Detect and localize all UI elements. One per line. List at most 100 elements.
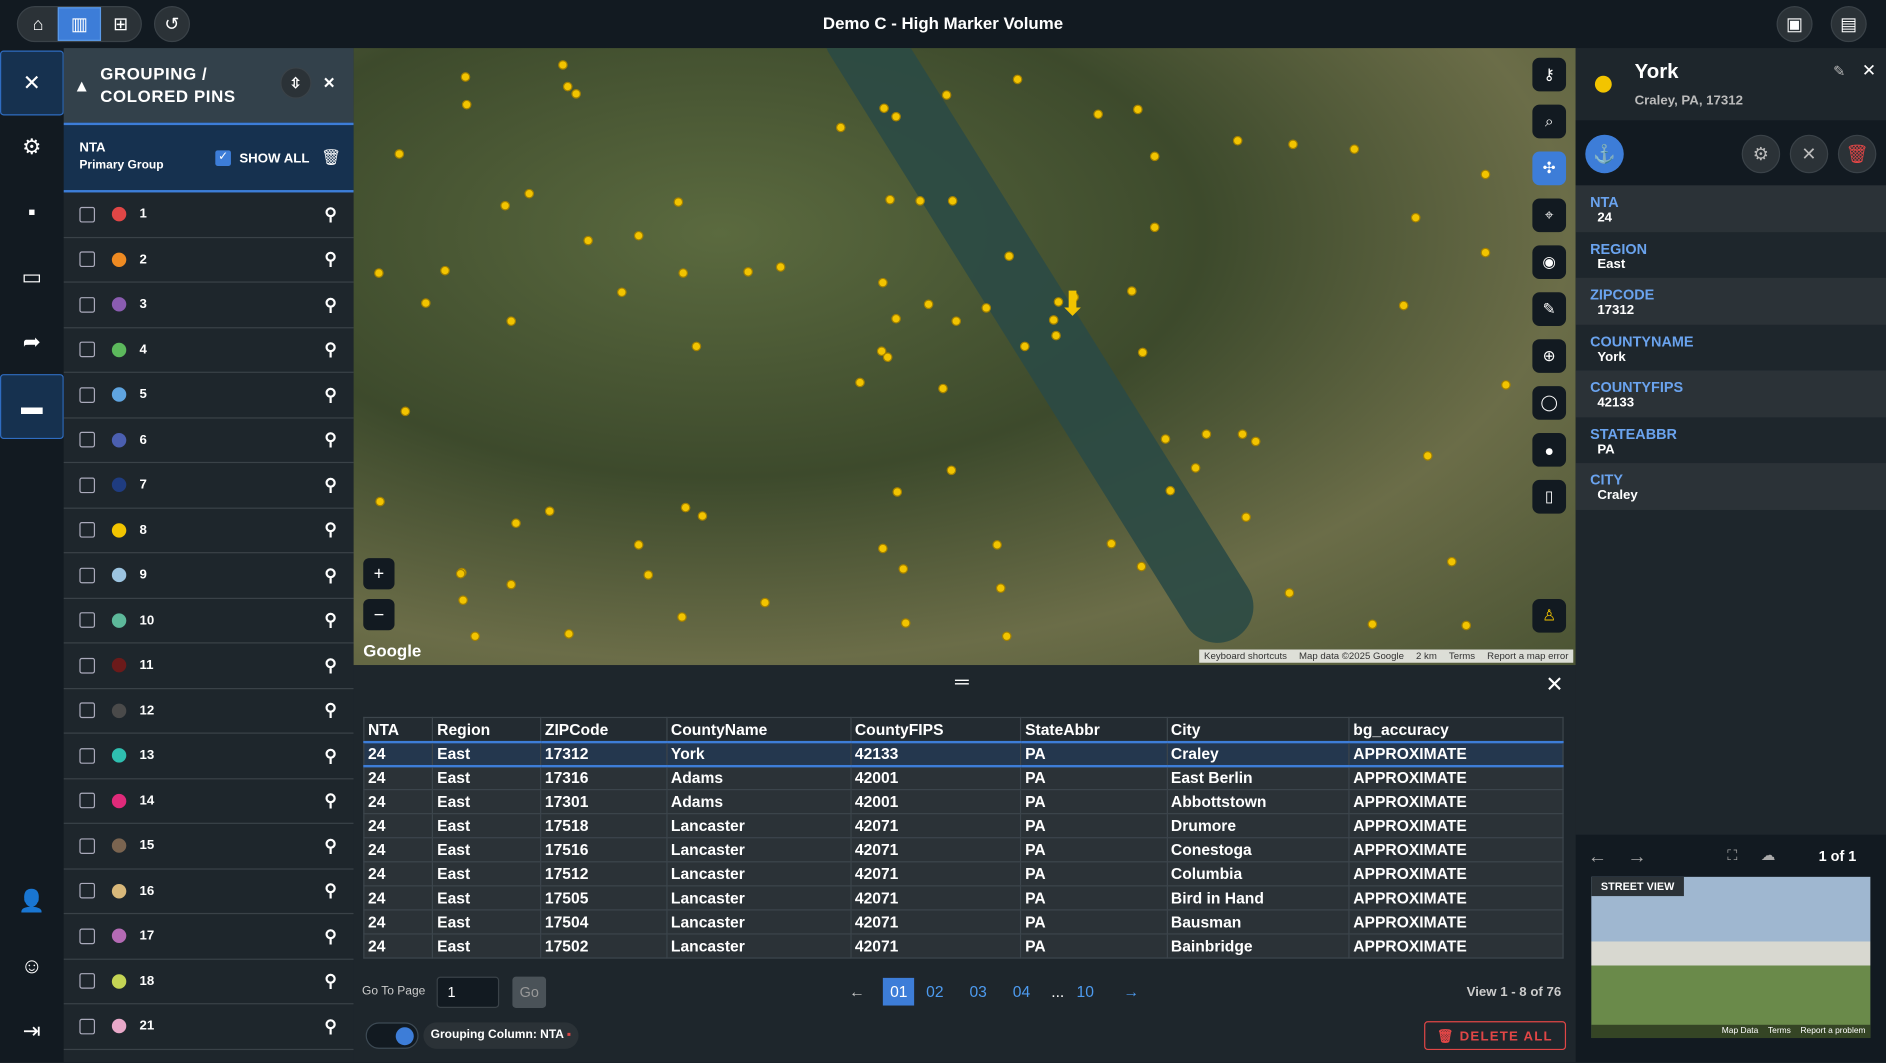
close-icon[interactable]: × [323,73,336,94]
map-marker[interactable] [1237,429,1248,440]
map-marker[interactable] [995,583,1006,593]
ruler-icon[interactable]: ✎ [1532,292,1567,326]
column-header[interactable]: Region [432,716,542,743]
map-marker[interactable] [915,196,925,206]
page-02[interactable]: 02 [926,982,944,1001]
table-row[interactable]: 24 East 17312 York 42133 PA Craley APPROXIMATE [363,740,1564,767]
map-marker[interactable] [643,570,654,580]
zoom-in-button[interactable]: + [363,558,395,590]
map-marker[interactable] [564,629,574,639]
map-marker[interactable] [1012,74,1023,85]
pin-icon[interactable]: ⚲ [324,249,337,269]
item-checkbox[interactable] [79,522,96,538]
map-marker[interactable] [1093,109,1103,120]
map-marker[interactable] [440,265,450,276]
group-item[interactable]: 8 ⚲ [63,508,354,554]
pin-icon[interactable]: ⚲ [324,925,337,946]
map-marker[interactable] [375,496,385,507]
map-marker[interactable] [1136,561,1147,572]
map-marker[interactable] [500,200,510,211]
item-checkbox[interactable] [79,341,96,358]
column-header[interactable]: bg_accuracy [1348,716,1564,743]
key-icon[interactable]: ⚷ [1532,57,1567,92]
map-marker[interactable] [1001,631,1012,642]
column-header[interactable]: StateAbbr [1020,716,1168,743]
map-marker[interactable] [898,564,909,574]
map-marker[interactable] [1446,556,1457,567]
map-marker[interactable] [691,341,702,352]
map-marker[interactable] [951,316,962,326]
logout-icon[interactable]: ⇥ [22,1018,41,1043]
map-marker[interactable] [524,188,535,199]
item-checkbox[interactable] [79,1018,96,1035]
map-view-button[interactable]: ▥ [58,7,101,41]
table-row[interactable]: 24 East 17512 Lancaster 42071 PA Columbia APPRO… [363,861,1564,887]
fullscreen-icon[interactable]: ⛶ [1727,846,1738,864]
map[interactable]: ⬇ ⚷ ⌕ ✣ ⌖ ◉ ✎ ⊕ ◯ ● ▯ ♙ + − Google Keybo… [353,48,1576,666]
group-item[interactable]: 9 ⚲ [63,553,354,599]
page-04[interactable]: 04 [1012,982,1031,1001]
pin-icon[interactable]: ⚲ [324,655,337,675]
table-row[interactable]: 24 East 17301 Adams 42001 PA Abbottstown APPROX… [363,789,1564,815]
document-icon[interactable]: ▯ [1532,479,1567,514]
group-item[interactable]: 3 ⚲ [63,283,354,328]
map-marker[interactable] [1480,247,1491,258]
next-arrow-icon[interactable]: → [1627,846,1647,868]
item-checkbox[interactable] [79,477,96,493]
map-marker[interactable] [946,465,957,476]
item-checkbox[interactable] [79,702,96,719]
item-checkbox[interactable] [79,251,96,268]
keyboard-shortcuts-link[interactable]: Keyboard shortcuts [1204,650,1287,662]
page-01[interactable]: 01 [882,977,915,1006]
report-error-link[interactable]: Report a map error [1487,650,1569,662]
pin-icon[interactable]: ⚲ [324,835,337,855]
group-item[interactable]: 16 ⚲ [63,869,354,915]
map-marker[interactable] [1232,135,1243,146]
item-checkbox[interactable] [79,387,96,403]
map-marker[interactable] [855,377,865,388]
pin-icon[interactable]: ⚲ [324,204,337,224]
close-table-icon[interactable]: ✕ [1545,672,1564,697]
pin-icon[interactable]: ⚲ [324,565,337,585]
search-icon[interactable]: ⌕ [1532,104,1567,139]
edit-icon[interactable]: ✎ [1833,62,1846,80]
map-marker[interactable] [460,72,471,82]
item-checkbox[interactable] [79,928,96,944]
map-marker[interactable] [678,268,689,278]
support-icon[interactable]: ☺ [20,953,43,978]
group-item[interactable]: 13 ⚲ [63,734,354,779]
sv-terms[interactable]: Terms [1767,1027,1791,1036]
item-checkbox[interactable] [79,883,96,899]
go-button[interactable]: Go [512,976,547,1008]
map-marker[interactable] [1422,451,1433,461]
next-page-icon[interactable]: → [1123,982,1140,1001]
map-marker[interactable] [879,103,889,114]
map-marker[interactable] [1149,222,1160,233]
map-marker[interactable] [506,579,517,590]
pin-icon[interactable]: ⚲ [324,384,337,404]
prev-page-icon[interactable]: ← [849,982,865,1001]
map-marker[interactable] [835,122,846,133]
map-marker[interactable] [891,313,901,324]
column-header[interactable]: ZIPCode [540,716,668,743]
map-marker[interactable] [571,89,581,99]
map-marker[interactable] [1004,251,1014,262]
pin-icon[interactable]: ⚲ [324,700,337,720]
zoom-out-button[interactable]: − [363,598,395,631]
map-marker[interactable] [1069,292,1079,302]
map-marker[interactable] [1367,619,1378,630]
map-marker[interactable] [1501,380,1511,390]
map-marker[interactable] [1149,151,1160,162]
map-marker[interactable] [1349,144,1360,154]
map-marker[interactable] [455,568,466,579]
map-marker[interactable] [458,595,468,606]
map-marker[interactable] [680,502,691,513]
table-row[interactable]: 24 East 17502 Lancaster 42071 PA Bainbridge APP… [363,933,1564,959]
column-header[interactable]: City [1166,716,1350,743]
group-item[interactable]: 14 ⚲ [63,779,354,824]
pin-icon[interactable]: ⚲ [324,1016,337,1036]
group-item[interactable]: 17 ⚲ [63,914,354,960]
map-marker[interactable] [511,518,521,529]
map-marker[interactable] [892,487,903,497]
delete-button[interactable]: 🗑 [1837,134,1877,174]
